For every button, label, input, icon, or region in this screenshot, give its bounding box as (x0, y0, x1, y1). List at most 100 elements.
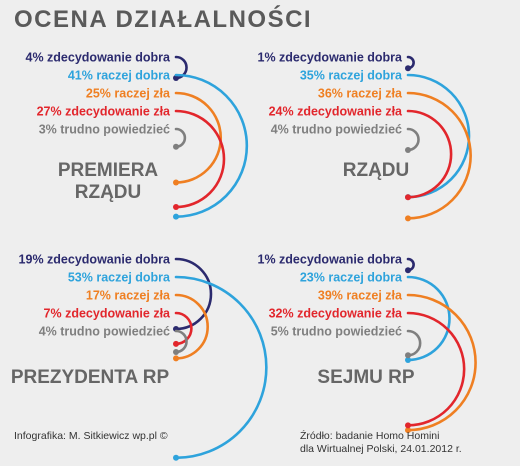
value-raczej-zla: 36% (318, 87, 343, 101)
category-trudno-powiedziec: trudno powiedzieć (289, 325, 402, 339)
arc-end-dot (173, 213, 179, 220)
arc-raczej-zla (406, 293, 477, 432)
value-trudno-powiedziec: 5% (271, 325, 289, 339)
arc-zdecydowanie-zla (406, 311, 466, 427)
arc-zdecydowanie-zla (174, 311, 193, 346)
label-zdecydowanie-dobra: 1% zdecydowanie dobra (258, 253, 404, 267)
page-title: OCENA DZIAŁALNOŚCI (14, 6, 313, 33)
value-raczej-dobra: 53% (68, 271, 93, 285)
arc-end-dot (173, 349, 179, 356)
arc-end-dot (173, 454, 179, 461)
category-zdecydowanie-zla: zdecydowanie zła (294, 105, 403, 119)
label-trudno-powiedziec: 4% trudno powiedzieć (39, 325, 170, 339)
arc-zdecydowanie-zla (174, 109, 226, 209)
label-raczej-zla: 17% raczej zła (86, 289, 171, 303)
category-raczej-zla: raczej zła (343, 87, 403, 101)
label-raczej-zla: 25% raczej zła (86, 87, 171, 101)
label-zdecydowanie-zla: 7% zdecydowanie zła (44, 307, 171, 321)
arc-raczej-dobra (174, 73, 249, 218)
category-zdecydowanie-zla: zdecydowanie zła (294, 307, 403, 321)
label-raczej-dobra: 53% raczej dobra (68, 271, 171, 285)
label-raczej-zla: 36% raczej zła (318, 87, 403, 101)
arc-end-dot (405, 427, 411, 434)
label-zdecydowanie-zla: 24% zdecydowanie zła (269, 105, 403, 119)
arc-trudno-powiedziec (174, 127, 187, 149)
value-trudno-powiedziec: 4% (271, 123, 289, 137)
panel-prezydenta-rp: 19% zdecydowanie dobra 53% raczej dobra 17… (11, 253, 268, 461)
value-zdecydowanie-zla: 24% (269, 105, 294, 119)
category-zdecydowanie-zla: zdecydowanie zła (62, 105, 171, 119)
arc-raczej-dobra (406, 275, 451, 362)
category-zdecydowanie-dobra: zdecydowanie dobra (44, 253, 171, 267)
category-zdecydowanie-dobra: zdecydowanie dobra (276, 253, 403, 267)
category-trudno-powiedziec: trudno powiedzieć (289, 123, 402, 137)
arc-raczej-zla (406, 91, 472, 220)
arc-zdecydowanie-dobra (174, 55, 188, 80)
category-raczej-dobra: raczej dobra (93, 271, 171, 285)
value-trudno-powiedziec: 4% (39, 325, 57, 339)
arc-zdecydowanie-zla (406, 109, 453, 199)
panel-title: RZĄDU (75, 182, 142, 203)
label-trudno-powiedziec: 5% trudno powiedzieć (271, 325, 402, 339)
category-zdecydowanie-dobra: zdecydowanie dobra (44, 51, 171, 65)
arc-end-dot (405, 215, 411, 222)
arc-trudno-powiedziec (406, 127, 420, 152)
label-zdecydowanie-dobra: 19% zdecydowanie dobra (19, 253, 171, 267)
arc-end-dot (405, 422, 411, 429)
value-zdecydowanie-zla: 27% (37, 105, 62, 119)
panel-rzadu: 1% zdecydowanie dobra 35% raczej dobra 36%… (258, 51, 472, 222)
arc-trudno-powiedziec (174, 329, 188, 354)
arc-end-dot (173, 340, 179, 347)
footer-credit: Infografika: M. Sitkiewicz wp.pl © (14, 430, 168, 442)
value-raczej-dobra: 35% (300, 69, 325, 83)
category-raczej-dobra: raczej dobra (325, 69, 403, 83)
value-zdecydowanie-zla: 32% (269, 307, 294, 321)
panel-title: PREMIERA (58, 160, 159, 181)
panel-sejmu-rp: 1% zdecydowanie dobra 23% raczej dobra 39%… (258, 253, 477, 434)
arc-end-dot (405, 194, 411, 201)
value-raczej-zla: 17% (86, 289, 111, 303)
category-zdecydowanie-dobra: zdecydowanie dobra (276, 51, 403, 65)
category-trudno-powiedziec: trudno powiedzieć (57, 325, 170, 339)
label-zdecydowanie-zla: 27% zdecydowanie zła (37, 105, 171, 119)
category-trudno-powiedziec: trudno powiedzieć (57, 123, 170, 137)
category-raczej-zla: raczej zła (111, 289, 171, 303)
value-zdecydowanie-dobra: 1% (258, 253, 276, 267)
value-zdecydowanie-dobra: 19% (19, 253, 44, 267)
arc-trudno-powiedziec (406, 329, 422, 357)
arc-end-dot (405, 352, 411, 359)
category-zdecydowanie-zla: zdecydowanie zła (62, 307, 171, 321)
label-raczej-dobra: 23% raczej dobra (300, 271, 403, 285)
panel-title: PREZYDENTA RP (11, 367, 170, 388)
value-raczej-zla: 25% (86, 87, 111, 101)
label-zdecydowanie-dobra: 4% zdecydowanie dobra (26, 51, 172, 65)
arc-raczej-zla (174, 293, 210, 360)
value-zdecydowanie-zla: 7% (44, 307, 62, 321)
label-raczej-dobra: 35% raczej dobra (300, 69, 403, 83)
value-raczej-zla: 39% (318, 289, 343, 303)
panel-title: RZĄDU (343, 160, 410, 181)
category-raczej-zla: raczej zła (343, 289, 403, 303)
value-zdecydowanie-dobra: 1% (258, 51, 276, 65)
category-raczej-dobra: raczej dobra (93, 69, 171, 83)
footer-source-line2: dla Wirtualnej Polski, 24.01.2012 r. (300, 443, 462, 455)
label-trudno-powiedziec: 4% trudno powiedzieć (271, 123, 402, 137)
arc-end-dot (173, 204, 179, 211)
label-zdecydowanie-zla: 32% zdecydowanie zła (269, 307, 403, 321)
arc-end-dot (405, 65, 411, 72)
arc-end-dot (405, 356, 411, 363)
label-zdecydowanie-dobra: 1% zdecydowanie dobra (258, 51, 404, 65)
footer-source: Źródło: badanie Homo Homini dla Wirtualn… (300, 430, 462, 456)
arc-end-dot (173, 75, 179, 82)
arc-end-dot (173, 355, 179, 362)
value-trudno-powiedziec: 3% (39, 123, 57, 137)
arc-end-dot (173, 179, 179, 186)
footer-source-line1: Źródło: badanie Homo Homini (300, 430, 440, 442)
arc-end-dot (405, 147, 411, 154)
arc-raczej-zla (174, 91, 223, 184)
arc-raczej-dobra (174, 275, 268, 460)
value-raczej-dobra: 23% (300, 271, 325, 285)
value-zdecydowanie-dobra: 4% (26, 51, 44, 65)
value-raczej-dobra: 41% (68, 69, 93, 83)
